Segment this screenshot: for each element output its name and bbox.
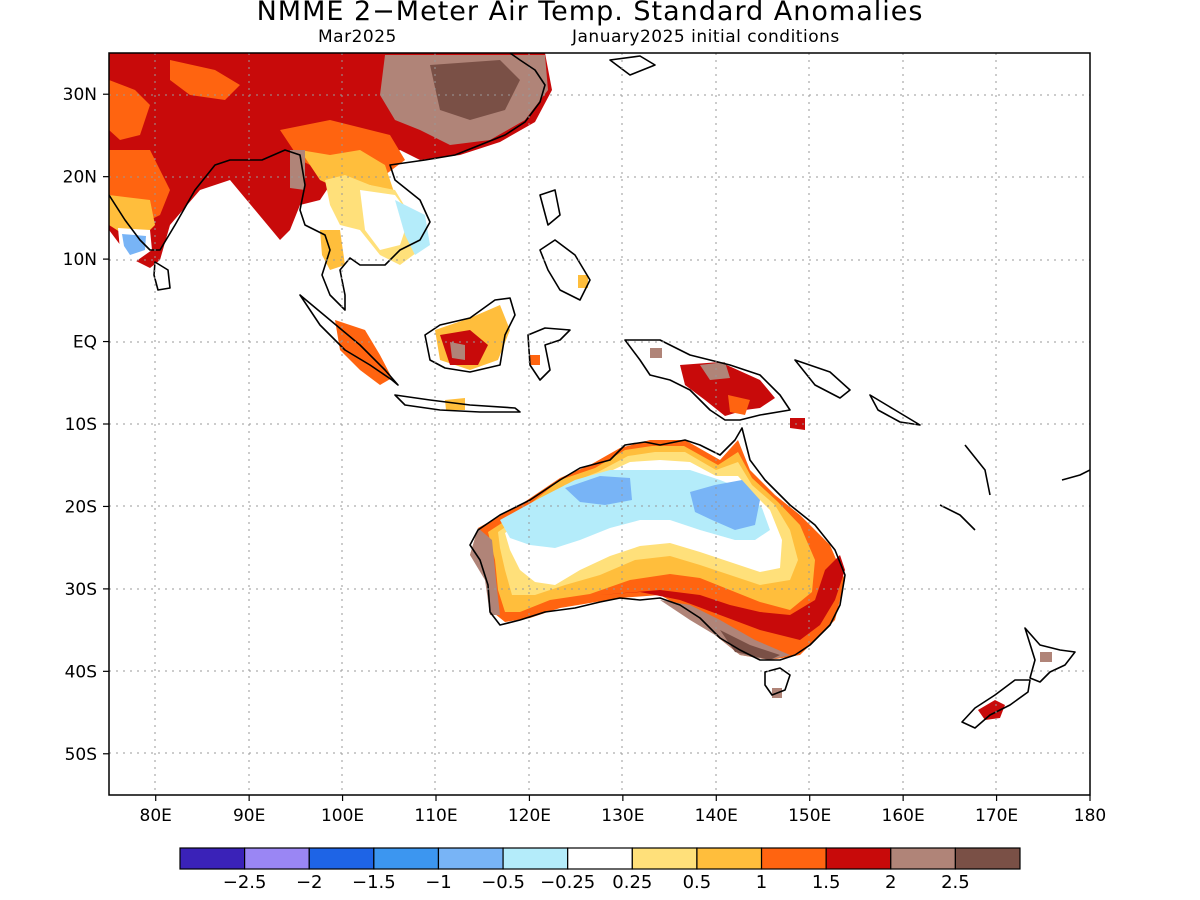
australia-anomaly-region	[470, 440, 845, 698]
colorbar-label: 2.5	[941, 872, 970, 893]
colorbar-label: −0.5	[481, 872, 525, 893]
colorbar-label: 1	[756, 872, 767, 893]
lat-tick-label: 20S	[65, 497, 97, 517]
lat-tick-label: 40S	[65, 662, 97, 682]
colorbar-swatch	[502, 847, 569, 870]
forecast-month: Mar2025	[318, 27, 397, 47]
colorbar-swatch	[825, 847, 892, 870]
colorbar-label: −2	[296, 872, 323, 893]
lon-tick-label: 80E	[140, 806, 172, 826]
colorbar-swatch	[373, 847, 440, 870]
lon-tick-label: 130E	[601, 806, 644, 826]
lon-tick-label: 150E	[788, 806, 831, 826]
asia-anomaly-region	[109, 53, 552, 270]
new-zealand-anomaly-region	[978, 652, 1052, 720]
colorbar-swatch	[567, 847, 633, 870]
colorbar-swatch	[696, 847, 763, 870]
lat-tick-label: 10S	[65, 415, 97, 435]
colorbar-swatch	[179, 847, 246, 870]
lon-tick-label: 140E	[695, 806, 738, 826]
new-guinea-anomaly-region	[650, 348, 805, 430]
lon-tick-label: 170E	[975, 806, 1018, 826]
lat-tick-label: 30S	[65, 580, 97, 600]
lon-tick-label: 90E	[233, 806, 265, 826]
lon-tick-label: 160E	[882, 806, 925, 826]
lon-tick-label: 180	[1074, 806, 1106, 826]
initial-conditions-label: January2025 initial conditions	[572, 27, 840, 47]
latitude-axis: 30N 20N 10N EQ 10S 20S 30S 40S 50S	[63, 85, 109, 765]
colorbar-label: −1.5	[352, 872, 396, 893]
colorbar-swatch	[244, 847, 310, 870]
colorbar: −2.5 −2 −1.5 −1 −0.5 −0.25 0.25 0.5 1 1.5 2 2.5	[179, 847, 1021, 893]
lon-tick-label: 120E	[508, 806, 551, 826]
lat-tick-label: EQ	[73, 333, 97, 353]
colorbar-label: 0.25	[612, 872, 652, 893]
coastlines	[109, 53, 1090, 729]
colorbar-swatch	[890, 847, 956, 870]
colorbar-swatch	[308, 847, 375, 870]
maritime-anomaly-region	[335, 275, 588, 410]
lat-tick-label: 10N	[63, 250, 97, 270]
colorbar-label: 0.5	[683, 872, 712, 893]
lat-tick-label: 50S	[65, 745, 97, 765]
colorbar-swatch	[437, 847, 504, 870]
colorbar-swatch	[760, 847, 827, 870]
longitude-axis: 80E 90E 100E 110E 120E 130E 140E 150E 160E 170E 18…	[140, 795, 1106, 826]
lat-tick-label: 20N	[63, 168, 97, 188]
colorbar-swatch	[631, 847, 698, 870]
colorbar-label: −1	[425, 872, 452, 893]
graticule	[109, 53, 1090, 795]
colorbar-label: −0.25	[540, 872, 595, 893]
lon-tick-label: 100E	[321, 806, 364, 826]
colorbar-swatch	[954, 847, 1021, 870]
colorbar-label: −2.5	[223, 872, 267, 893]
lon-tick-label: 110E	[414, 806, 457, 826]
colorbar-label: 1.5	[812, 872, 841, 893]
anomaly-shading	[109, 53, 1052, 720]
map-title: NMME 2−Meter Air Temp. Standard Anomalie…	[256, 0, 924, 27]
colorbar-label: 2	[885, 872, 896, 893]
lat-tick-label: 30N	[63, 85, 97, 105]
